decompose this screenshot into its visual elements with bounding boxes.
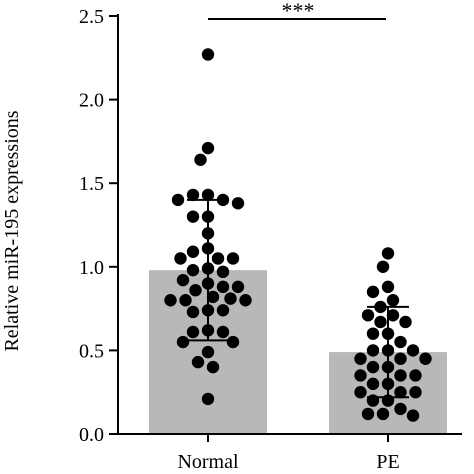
data-point-normal — [179, 294, 192, 307]
data-point-normal — [216, 265, 230, 279]
data-point-normal — [186, 305, 200, 319]
y-tick-label: 1.5 — [79, 173, 104, 195]
data-point-normal — [231, 197, 245, 210]
data-point-normal — [211, 252, 225, 265]
data-point-pe — [354, 369, 367, 382]
y-tick-label: 1.0 — [79, 257, 104, 279]
data-point-normal — [201, 262, 215, 275]
data-point-pe — [376, 407, 390, 421]
data-point-pe — [381, 280, 395, 294]
data-point-pe — [374, 300, 387, 314]
y-tick-labels: 0.0 0.5 1.0 1.5 2.0 2.5 — [79, 6, 104, 446]
data-point-pe — [381, 344, 395, 357]
data-point-normal — [171, 193, 185, 207]
data-point-normal — [174, 252, 187, 265]
data-point-pe — [361, 309, 375, 322]
data-point-normal — [239, 294, 252, 307]
data-point-pe — [419, 352, 432, 365]
data-point-pe — [366, 360, 380, 374]
data-point-normal — [186, 263, 200, 277]
data-point-normal — [191, 355, 205, 369]
data-point-normal — [164, 294, 177, 307]
data-point-pe — [381, 394, 395, 407]
data-point-pe — [409, 369, 422, 382]
data-point-normal — [201, 188, 215, 202]
data-point-normal — [194, 153, 207, 166]
data-point-pe — [361, 407, 375, 421]
data-point-normal — [216, 325, 230, 339]
data-point-pe — [354, 352, 367, 365]
data-point-normal — [176, 273, 190, 287]
data-point-normal — [201, 304, 215, 317]
data-point-normal — [201, 227, 215, 240]
data-points-layer — [164, 48, 432, 422]
data-point-normal — [186, 245, 200, 258]
data-point-normal — [186, 325, 200, 339]
axes-layer — [109, 14, 462, 442]
data-point-pe — [366, 327, 380, 340]
data-point-normal — [206, 290, 220, 304]
data-point-pe — [376, 260, 390, 273]
data-point-normal — [186, 188, 200, 202]
data-point-pe — [366, 394, 380, 407]
data-point-pe — [409, 386, 422, 399]
y-tick-label: 0.0 — [79, 424, 104, 446]
data-point-pe — [354, 386, 367, 399]
data-point-normal — [201, 48, 215, 61]
data-point-pe — [366, 285, 380, 299]
data-point-normal — [201, 324, 215, 337]
data-point-normal — [216, 193, 230, 207]
data-point-normal — [189, 284, 202, 297]
data-point-pe — [394, 352, 407, 365]
data-point-normal — [216, 304, 230, 317]
data-point-normal — [201, 242, 215, 255]
y-axis-title: Relative miR-195 expressions — [1, 110, 23, 351]
data-point-normal — [201, 345, 215, 359]
y-tick-label: 0.5 — [79, 340, 104, 362]
x-tick-labels: Normal PE — [177, 451, 399, 473]
data-point-pe — [386, 309, 400, 322]
data-point-normal — [201, 210, 215, 223]
data-point-pe — [374, 315, 387, 329]
data-point-pe — [394, 369, 407, 382]
data-point-pe — [381, 327, 395, 340]
data-point-normal — [231, 280, 245, 294]
data-point-pe — [406, 344, 420, 357]
data-point-pe — [386, 294, 400, 307]
data-point-normal — [201, 277, 215, 290]
data-point-pe — [381, 247, 395, 260]
significance-label: *** — [282, 0, 315, 23]
data-point-normal — [176, 335, 190, 349]
data-point-pe — [366, 344, 380, 357]
data-point-pe — [381, 360, 395, 374]
y-tick-label: 2.5 — [79, 6, 104, 28]
data-point-normal — [201, 392, 215, 406]
y-tick-label: 2.0 — [79, 90, 104, 112]
x-tick-label-pe: PE — [376, 451, 399, 473]
x-tick-label-normal: Normal — [177, 451, 239, 473]
data-point-normal — [201, 141, 215, 155]
data-point-pe — [406, 409, 420, 422]
data-point-pe — [394, 402, 407, 416]
data-point-normal — [186, 210, 200, 223]
data-point-pe — [366, 377, 380, 391]
data-point-normal — [226, 252, 240, 265]
data-point-pe — [399, 315, 412, 329]
data-point-normal — [224, 292, 237, 305]
data-point-normal — [216, 280, 230, 294]
data-point-pe — [394, 386, 407, 399]
data-point-normal — [226, 335, 240, 349]
data-point-pe — [381, 377, 395, 391]
significance-annotation: *** — [208, 0, 386, 23]
data-point-normal — [206, 360, 220, 374]
data-point-pe — [394, 335, 407, 349]
